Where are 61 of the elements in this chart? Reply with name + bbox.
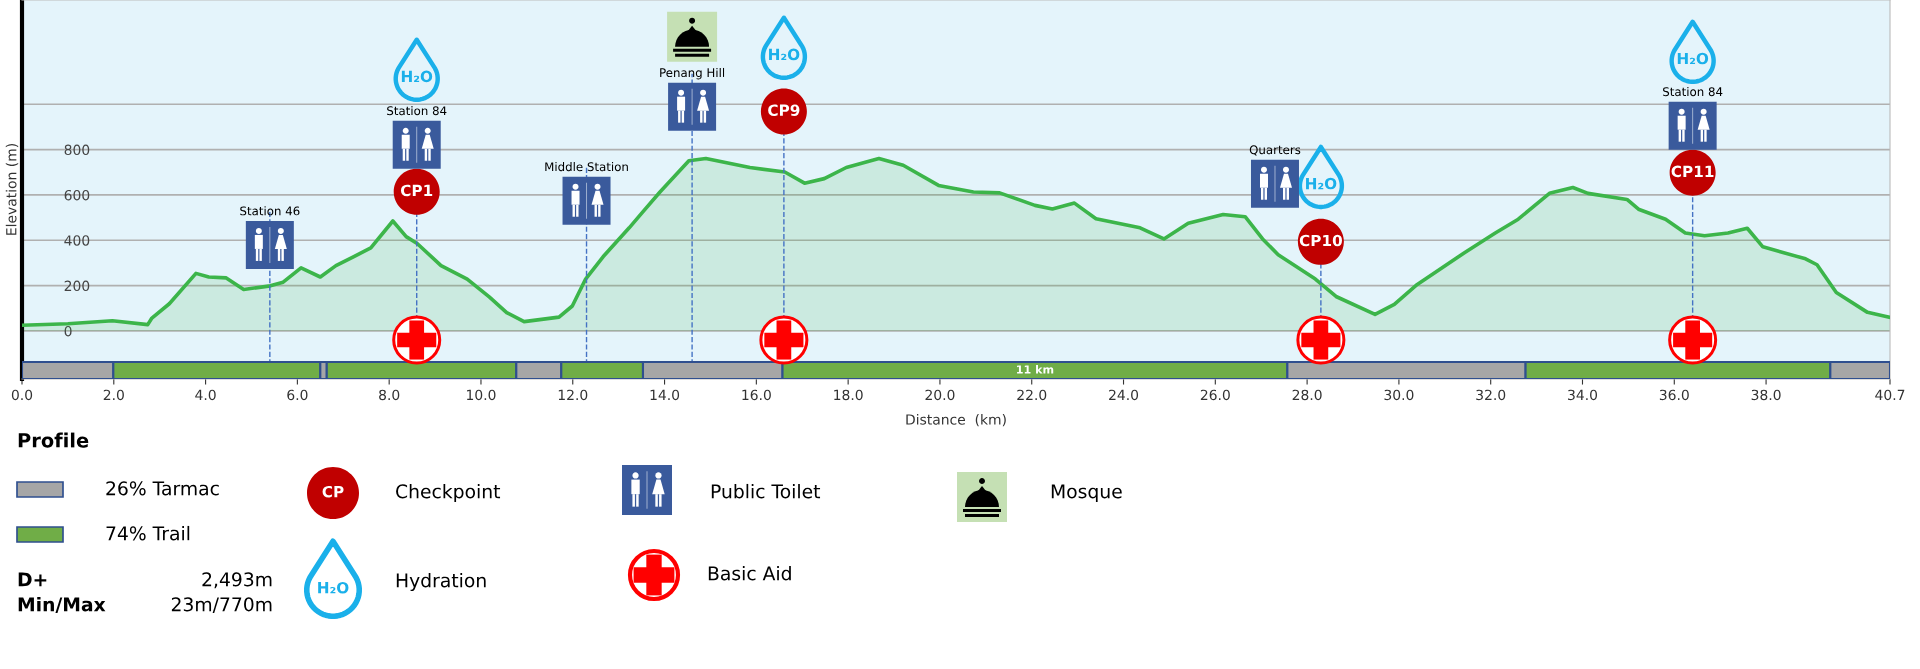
annotation: H₂O — [1306, 177, 1337, 190]
text: CP — [322, 485, 344, 498]
y-tick-label: 400 — [64, 235, 90, 246]
x-tick-label: 10.0 — [467, 389, 496, 401]
annotation: Station 46 — [240, 206, 300, 216]
x-tick-label: 0.0 — [11, 389, 33, 401]
x-tick-label: 16.0 — [742, 389, 771, 401]
text: Public Toilet — [711, 483, 821, 499]
y-tick-label: 600 — [64, 189, 90, 201]
text: 23m/770m — [171, 597, 272, 613]
x-tick-label: 8.0 — [379, 389, 400, 401]
x-tick-label: 12.0 — [558, 389, 588, 401]
y-tick-label: 0 — [64, 325, 72, 337]
x-tick-label: 22.0 — [1017, 389, 1047, 401]
text: 74% Trail — [106, 525, 190, 541]
x-tick-label: 28.0 — [1292, 389, 1322, 401]
x-tick-label: 2.0 — [103, 389, 124, 401]
text: H₂O — [318, 581, 349, 594]
annotation: Middle Station — [545, 162, 628, 172]
text: Basic Aid — [708, 565, 791, 581]
text: 26% Tarmac — [106, 481, 219, 496]
band-label: 11 km — [1017, 365, 1054, 374]
x-tick-label: 14.0 — [650, 389, 680, 401]
point — [759, 315, 809, 365]
text: D+ — [18, 572, 47, 587]
x-tick-label: 4.0 — [195, 389, 216, 401]
text: Min/Max — [18, 596, 106, 613]
x-tick-label: 18.0 — [834, 389, 863, 401]
data-label: CP1 — [400, 184, 433, 197]
x-tick-label: 36.0 — [1659, 389, 1689, 401]
y-tick-label: 800 — [64, 144, 90, 156]
annotation: H₂O — [1677, 52, 1709, 65]
x-axis-title: Distance (km) — [906, 413, 1006, 427]
data-label: CP9 — [768, 104, 800, 116]
data-label: CP11 — [1671, 165, 1714, 178]
x-tick-label: 30.0 — [1384, 389, 1414, 401]
text: Mosque — [1051, 484, 1122, 503]
x-tick-label: 34.0 — [1568, 389, 1598, 401]
x-tick-label: 38.0 — [1751, 389, 1781, 401]
x-tick-label: 40.7 — [1875, 389, 1905, 401]
data-label: CP10 — [1299, 234, 1342, 247]
annotation: H₂O — [769, 48, 800, 61]
text: Profile — [18, 432, 89, 448]
y-axis-title: Elevation (m) — [5, 144, 19, 235]
annotation: Quarters — [1249, 145, 1301, 156]
annotation: Station 84 — [387, 106, 447, 116]
point — [1668, 315, 1718, 365]
point — [1296, 315, 1346, 365]
x-tick-label: 32.0 — [1476, 389, 1506, 401]
annotation: Penang Hill — [660, 67, 725, 80]
x-tick-label: 20.0 — [925, 389, 955, 401]
annotation: Station 84 — [1663, 87, 1723, 97]
annotation: H₂O — [401, 70, 433, 83]
y-tick-label: 200 — [64, 280, 90, 292]
point — [392, 315, 442, 365]
x-tick-label: 26.0 — [1200, 389, 1230, 401]
text: Checkpoint — [396, 483, 501, 503]
x-tick-label: 24.0 — [1109, 389, 1139, 401]
x-tick-label: 6.0 — [287, 389, 308, 401]
text: 2,493m — [202, 572, 272, 589]
text: Hydration — [396, 572, 486, 592]
